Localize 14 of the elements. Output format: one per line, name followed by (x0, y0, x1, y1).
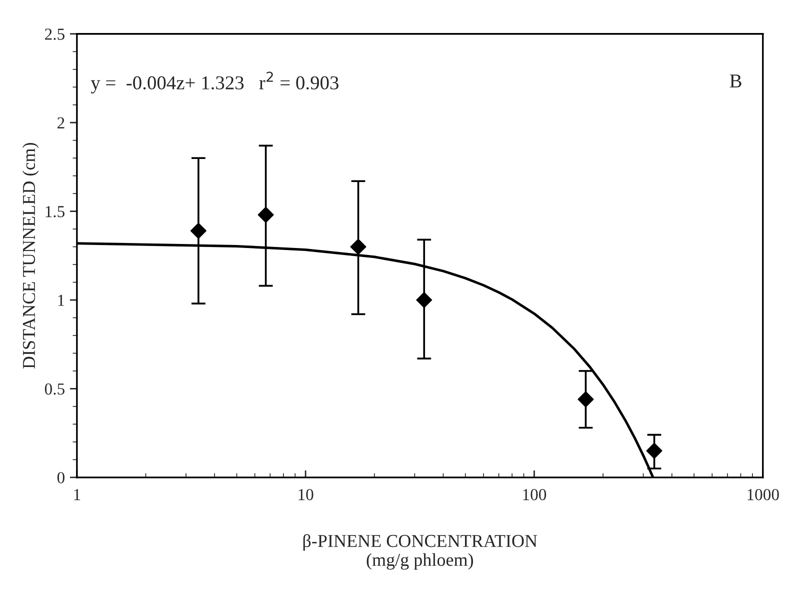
annotation: y = -0.004z+ 1.323 r$^{2}$ = 0.903 (90, 72, 338, 94)
x-tick-label: 100 (523, 488, 546, 500)
annotation: B (730, 74, 742, 88)
y-tick-label: 2 (58, 117, 64, 128)
x-axis-title: β-PINENE CONCENTRATION (mg/g phloem) (303, 534, 538, 570)
y-tick-label: 2.5 (45, 28, 64, 40)
y-tick-label: 1 (58, 294, 64, 306)
x-tick-label: 10 (298, 488, 314, 500)
y-axis-title: DISTANCE TUNNELED (cm) (22, 142, 39, 369)
x-tick-label: 1 (74, 489, 80, 500)
y-tick-label: 0.5 (44, 383, 64, 395)
x-tick-label: 1000 (748, 488, 779, 500)
y-tick-label: 0 (57, 472, 64, 484)
y-tick-label: 1.5 (46, 206, 64, 218)
